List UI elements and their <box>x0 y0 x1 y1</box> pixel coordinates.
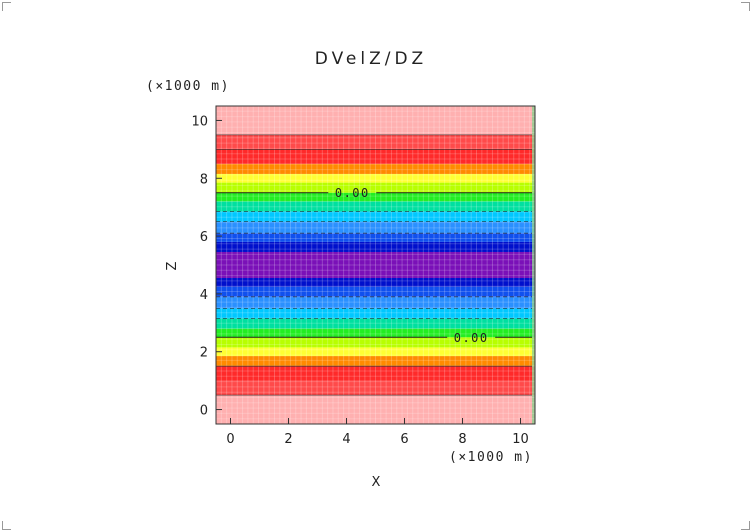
color-band <box>216 395 535 424</box>
color-bands <box>216 106 535 424</box>
edge-strip <box>532 106 535 424</box>
axis-ticks: 0 2 4 6 8 10 0 2 4 6 8 10 <box>191 114 528 447</box>
y-tick-label: 6 <box>200 230 208 245</box>
color-band <box>216 328 535 338</box>
color-band <box>216 356 535 367</box>
color-band <box>216 296 535 309</box>
y-tick-label: 8 <box>200 172 208 187</box>
color-band <box>216 182 535 193</box>
color-band <box>216 149 535 164</box>
color-band <box>216 347 535 357</box>
x-tick-label: 6 <box>400 432 408 447</box>
y-unit-label: (×1000 m) <box>146 79 230 94</box>
color-band <box>216 201 535 212</box>
color-band <box>216 318 535 329</box>
color-band <box>216 380 535 396</box>
y-tick-label: 4 <box>200 288 208 303</box>
crop-mark <box>741 521 750 530</box>
contour-label: 0.00 <box>454 331 489 345</box>
color-band <box>216 241 535 252</box>
color-band <box>216 192 535 202</box>
color-band <box>216 211 535 222</box>
fine-grid <box>216 106 535 424</box>
plot-frame <box>215 105 536 425</box>
y-tick-label: 2 <box>200 346 208 361</box>
color-band <box>216 278 535 287</box>
crop-mark <box>2 2 11 11</box>
x-unit-label: (×1000 m) <box>449 450 533 465</box>
color-band <box>216 233 535 242</box>
contour-lines: 0.00 0.00 <box>216 134 532 396</box>
x-axis-label: X <box>372 475 381 490</box>
y-tick-label: 10 <box>191 114 208 129</box>
color-band <box>216 286 535 297</box>
color-band <box>216 251 535 279</box>
color-band <box>216 106 535 135</box>
color-band <box>216 337 535 348</box>
color-band <box>216 173 535 183</box>
y-tick-label: 0 <box>200 404 208 419</box>
color-band <box>216 163 535 174</box>
x-tick-label: 4 <box>342 432 350 447</box>
x-tick-label: 0 <box>226 432 234 447</box>
crop-mark <box>741 2 750 11</box>
color-band <box>216 134 535 150</box>
color-band <box>216 308 535 319</box>
x-tick-label: 10 <box>512 432 529 447</box>
color-band <box>216 366 535 381</box>
crop-mark <box>2 521 11 530</box>
color-band <box>216 221 535 234</box>
x-tick-label: 2 <box>284 432 292 447</box>
x-tick-label: 8 <box>458 432 466 447</box>
chart-title: DVelZ/DZ <box>315 49 427 69</box>
y-axis-label: Z <box>165 261 180 270</box>
contour-label: 0.00 <box>335 186 370 200</box>
